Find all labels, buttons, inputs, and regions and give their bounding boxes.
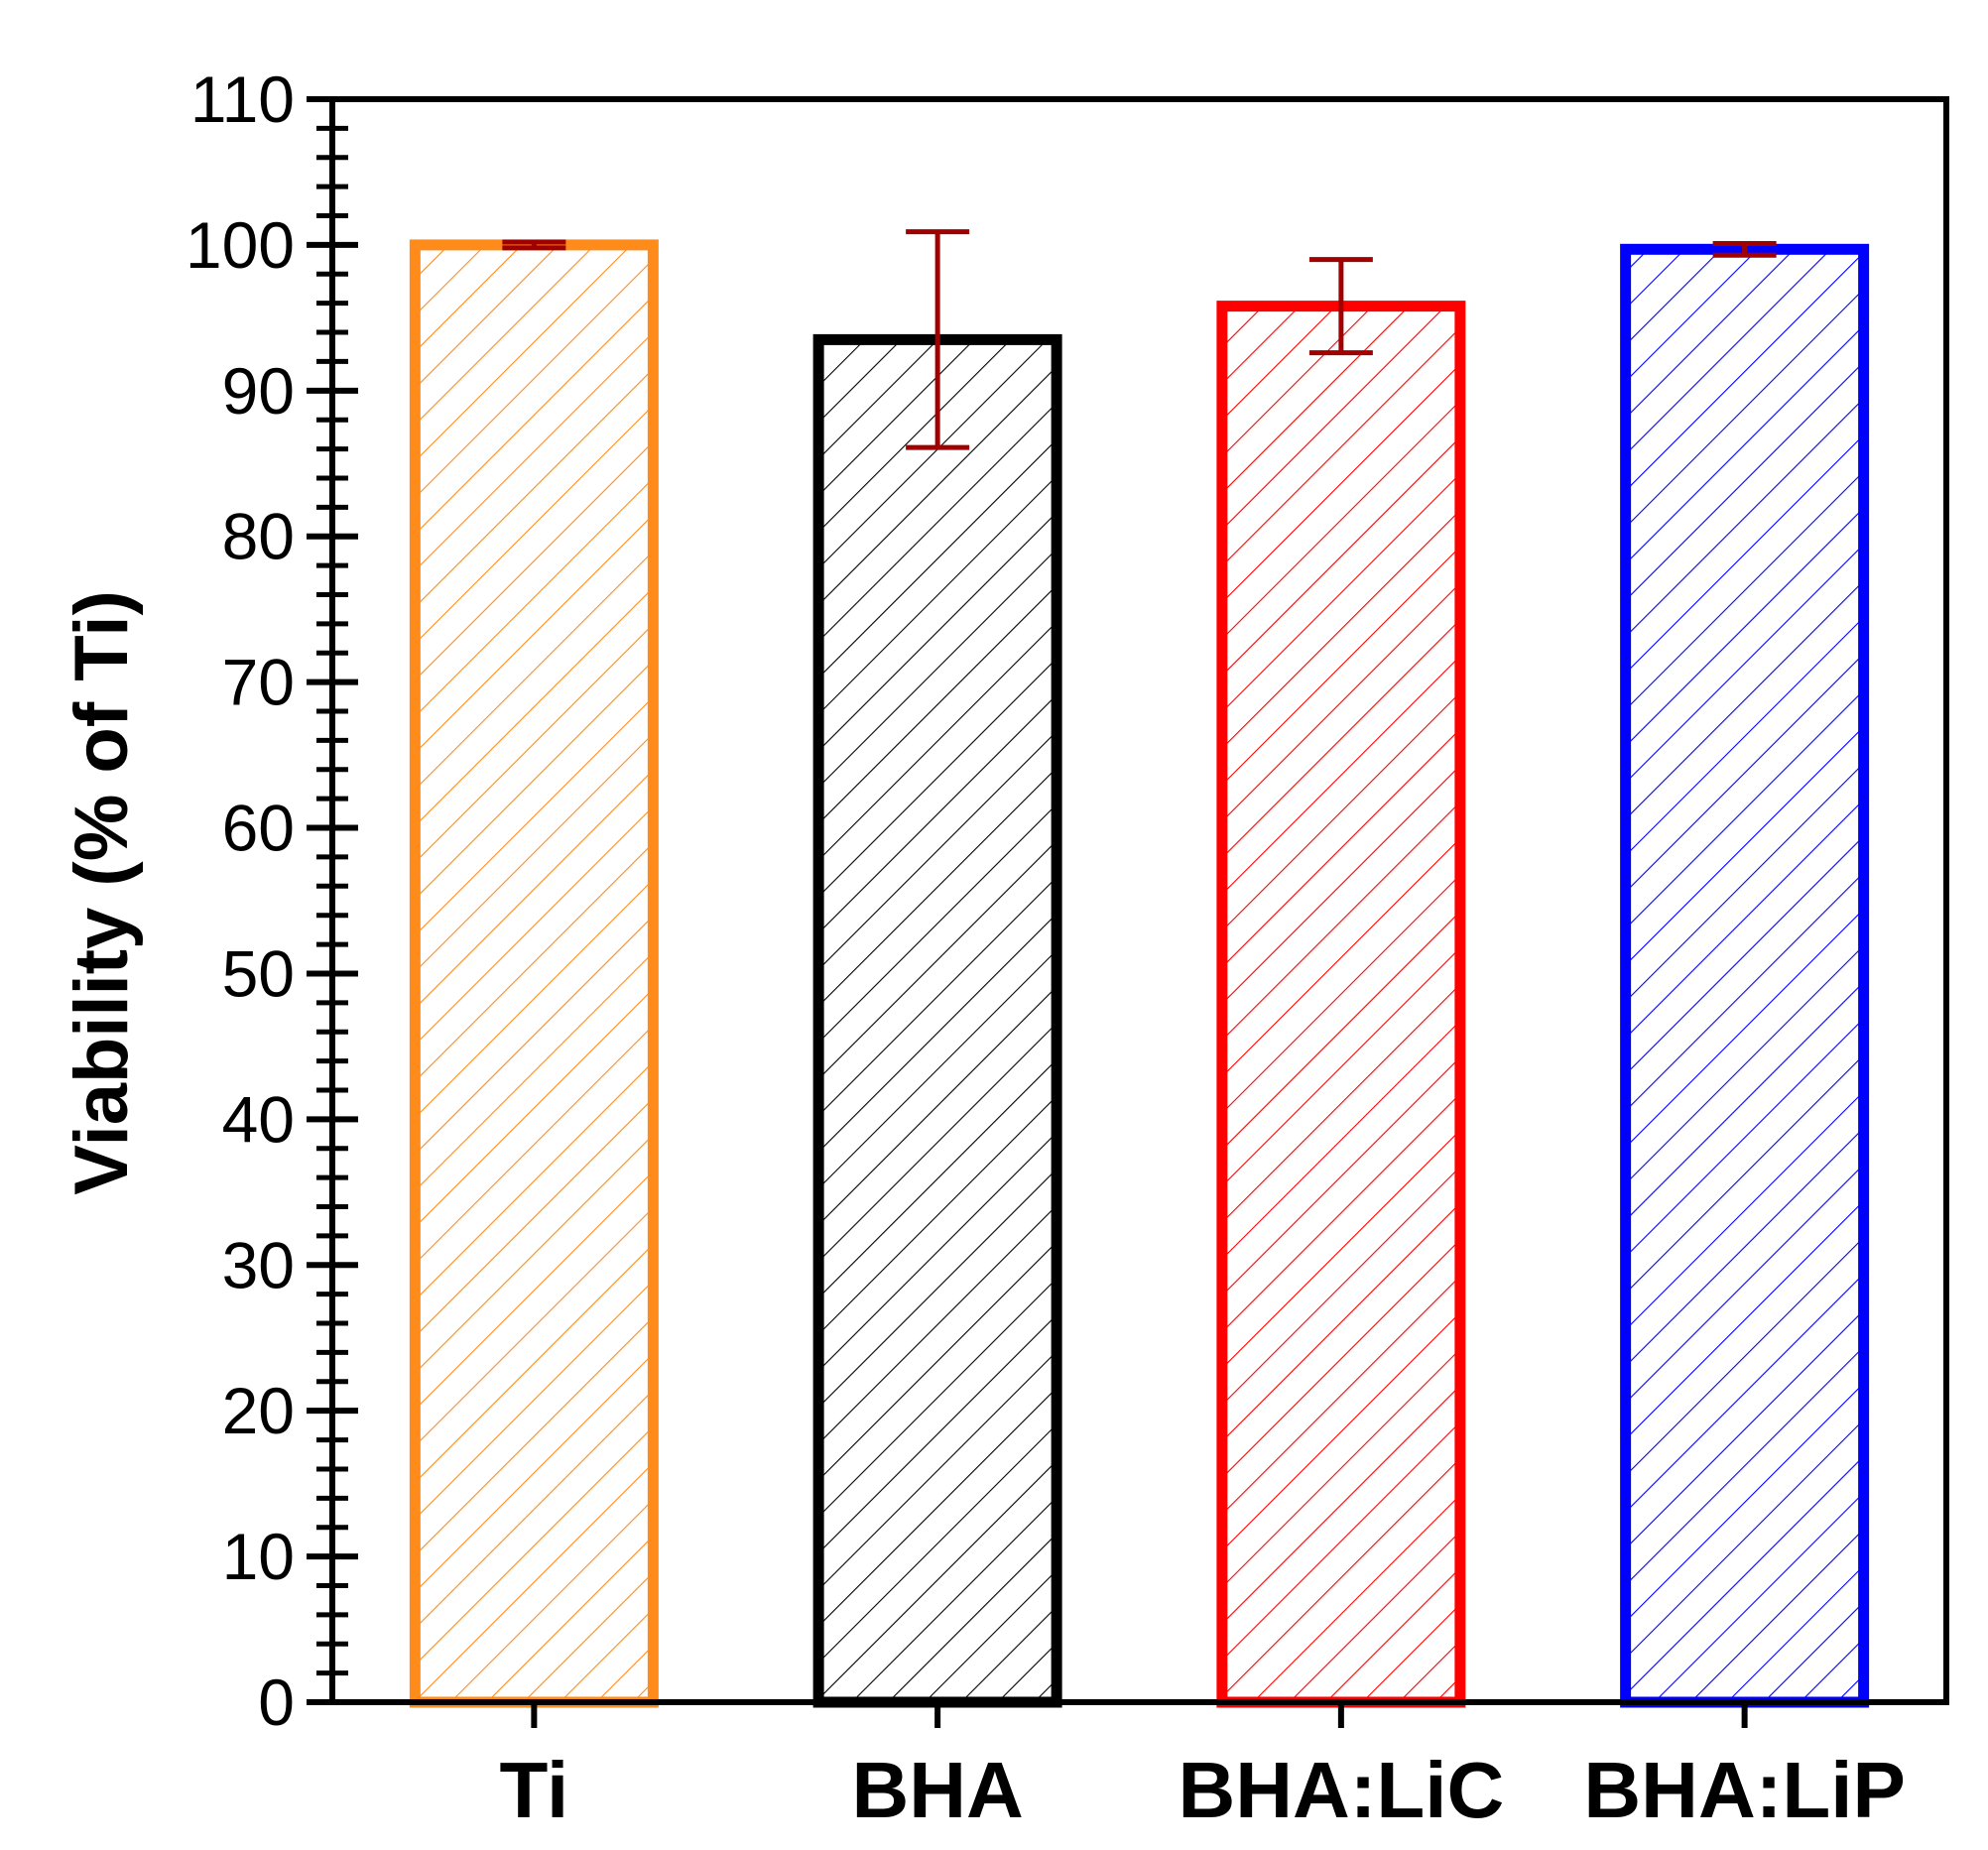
error-bar-bha-lic: [1308, 257, 1373, 356]
bar-bha-lip: [1620, 243, 1870, 1708]
y-tick-label: 20: [222, 1374, 295, 1447]
y-tick-label: 10: [222, 1520, 295, 1593]
y-tick-label: 0: [258, 1665, 295, 1739]
x-tick-label: BHA:LiC: [1178, 1746, 1504, 1834]
y-tick-label: 80: [222, 500, 295, 573]
axes-group: [307, 96, 1949, 1728]
x-tick-label: BHA:LiP: [1583, 1746, 1905, 1834]
error-bar-ti: [502, 239, 566, 251]
y-axis-title: Viability (% of Ti): [60, 590, 144, 1194]
y-tick-label: 30: [222, 1228, 295, 1301]
y-tick-label: 40: [222, 1082, 295, 1156]
y-tick-label: 110: [190, 62, 295, 136]
y-tick-labels: 0 10 20 30 40 50 60 70 80 90 100 110: [186, 62, 295, 1739]
y-tick-label: 50: [222, 936, 295, 1010]
error-bar-bha: [906, 229, 970, 450]
bar-bha-lic: [1216, 301, 1466, 1708]
bars-group: [409, 239, 1870, 1708]
y-tick-label: 90: [222, 354, 295, 428]
error-bar-bha-lip: [1712, 240, 1777, 258]
plot-frame: [329, 96, 1949, 1705]
x-tick-label: Ti: [500, 1746, 569, 1834]
y-tick-label: 100: [186, 208, 295, 282]
bar-bha: [812, 333, 1062, 1708]
x-tick-labels: Ti BHA BHA:LiC BHA:LiP: [500, 1746, 1906, 1834]
bar-ti: [409, 239, 659, 1708]
x-tick-label: BHA: [851, 1746, 1023, 1834]
y-tick-label: 60: [222, 792, 295, 865]
error-bars-group: [502, 229, 1777, 450]
y-tick-label: 70: [222, 646, 295, 719]
